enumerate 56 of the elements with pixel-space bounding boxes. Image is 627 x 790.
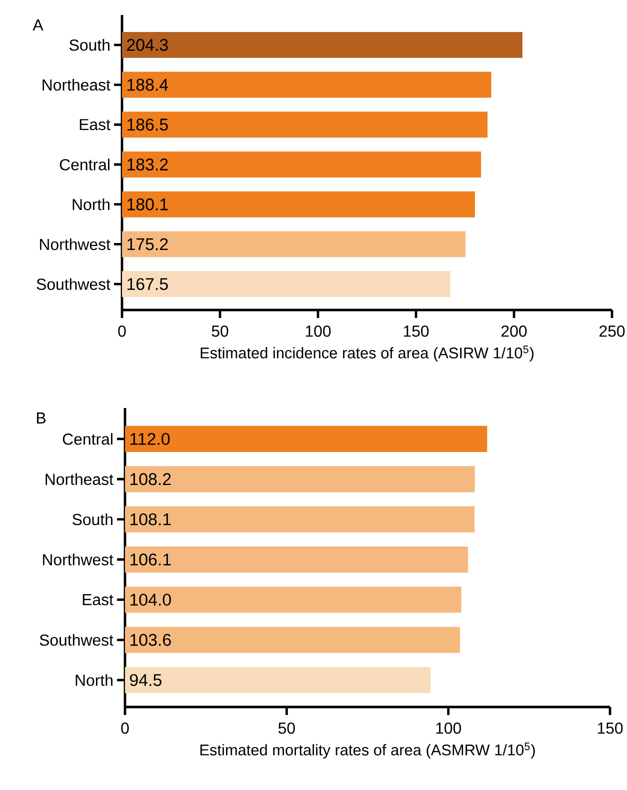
- x-tick-label: 250: [600, 326, 625, 337]
- data-label: 167.5: [127, 278, 168, 290]
- bar: [125, 626, 460, 653]
- data-label: 112.0: [130, 432, 170, 445]
- y-tick-label: Northwest: [40, 238, 110, 250]
- x-tick-label: 200: [502, 326, 527, 337]
- bar: [122, 191, 475, 218]
- x-tick-label: 50: [278, 722, 295, 734]
- x-tick-label: 100: [306, 326, 331, 337]
- data-label: 183.2: [127, 158, 168, 170]
- y-tick-label: North: [76, 674, 112, 686]
- bar: [122, 271, 450, 298]
- y-tick-label: East: [80, 119, 110, 130]
- x-tick-label: 50: [212, 326, 228, 337]
- y-tick-label: Southwest: [36, 278, 110, 290]
- bar: [125, 667, 431, 694]
- bar: [125, 586, 462, 613]
- x-tick-label: 0: [118, 326, 126, 337]
- x-tick-label: 150: [598, 722, 623, 734]
- bar: [122, 72, 492, 98]
- data-label: 103.6: [130, 634, 171, 646]
- data-label: 188.4: [127, 78, 168, 91]
- data-label: 204.3: [127, 38, 168, 51]
- x-tick-label: 100: [436, 722, 461, 734]
- y-tick-label: North: [72, 198, 110, 210]
- chart-title: B: [36, 412, 46, 424]
- bar: [122, 32, 522, 58]
- x-tick-label: 150: [404, 326, 429, 337]
- y-tick-label: Northeast: [42, 78, 110, 91]
- bar: [125, 546, 468, 573]
- y-tick-label: Northeast: [46, 473, 114, 485]
- x-axis-title: Estimated incidence rates of area (ASIRW 1/10$^{5}$): [200, 346, 534, 362]
- y-tick-label: Northwest: [43, 554, 114, 566]
- bar: [122, 112, 488, 138]
- y-tick-label: South: [70, 39, 110, 51]
- x-axis-title: Estimated mortality rates of area (ASMRW 1/10$^{5}$): [200, 742, 535, 758]
- data-label: 175.2: [127, 238, 168, 250]
- chart-title: A: [32, 20, 44, 30]
- bar: [125, 466, 475, 492]
- bar: [122, 152, 482, 178]
- data-label: 108.2: [130, 473, 171, 486]
- data-label: 94.5: [130, 674, 162, 686]
- bar: [122, 231, 466, 258]
- y-tick-label: Central: [62, 433, 112, 445]
- data-label: 180.1: [127, 198, 168, 210]
- data-label: 108.1: [130, 513, 171, 526]
- data-label: 186.5: [127, 118, 168, 131]
- bar: [125, 506, 475, 532]
- y-tick-label: South: [72, 513, 112, 526]
- data-label: 104.0: [130, 594, 171, 606]
- y-tick-label: East: [82, 594, 114, 606]
- y-tick-label: Central: [60, 158, 110, 170]
- data-label: 106.1: [130, 554, 171, 566]
- bar: [125, 426, 488, 452]
- y-tick-label: Southwest: [40, 634, 114, 646]
- x-tick-label: 0: [121, 722, 129, 734]
